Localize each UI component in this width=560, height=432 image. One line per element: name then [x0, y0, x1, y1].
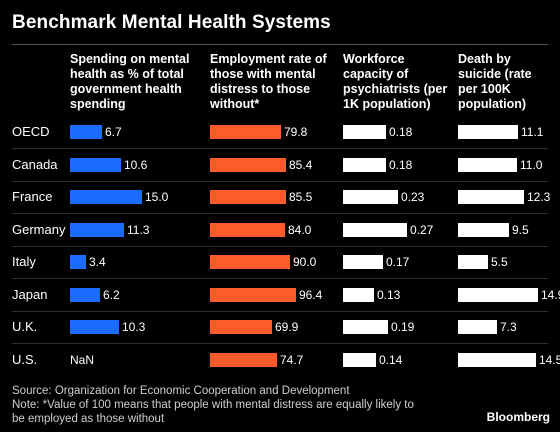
row-label: Japan [12, 286, 48, 302]
employment-value-label: 79.8 [284, 125, 308, 139]
suicide-value-label: 14.5 [539, 352, 560, 367]
workforce-value-label: 0.27 [410, 222, 434, 237]
suicide-value-label: 12.3 [527, 190, 551, 204]
workforce-value-label: 0.19 [391, 320, 415, 334]
suicide-bar [458, 125, 518, 139]
suicide-bar [458, 287, 538, 302]
suicide-bar [458, 157, 517, 172]
employment-value-label: 84.0 [288, 222, 312, 237]
workforce-bar [343, 255, 383, 269]
row-label: Canada [12, 156, 58, 172]
workforce-value-label: 0.14 [379, 352, 403, 367]
workforce-bar [343, 125, 386, 139]
suicide-bar [458, 222, 509, 237]
bloomberg-logo: Bloomberg [486, 410, 550, 424]
row-label: U.S. [12, 351, 38, 367]
employment-bar [210, 125, 281, 139]
row-divider [12, 148, 548, 149]
employment-bar [210, 287, 296, 302]
spending-bar [70, 320, 119, 334]
spending-value-label: 15.0 [145, 190, 169, 204]
employment-value-label: 74.7 [280, 352, 304, 367]
row-label: OECD [12, 124, 50, 139]
row-divider [12, 310, 548, 312]
footnote-line-2: be employed as those without [12, 413, 165, 425]
workforce-value-label: 0.23 [401, 190, 425, 204]
row-label: France [12, 189, 53, 204]
suicide-bar [458, 255, 488, 269]
row-divider [12, 213, 548, 214]
column-header-suicide: Death by suicide (rate per 100K populati… [458, 52, 532, 111]
workforce-value-label: 0.13 [377, 287, 401, 302]
workforce-bar [343, 287, 374, 302]
title-divider [12, 44, 548, 45]
spending-bar [70, 287, 100, 302]
employment-bar [210, 222, 285, 237]
suicide-bar [458, 352, 536, 367]
source-note: Source: Organization for Economic Cooper… [12, 385, 350, 397]
workforce-bar [343, 320, 388, 334]
employment-bar [210, 352, 277, 367]
employment-value-label: 85.5 [289, 190, 313, 204]
employment-value-label: 90.0 [293, 255, 317, 269]
suicide-value-label: 7.3 [500, 320, 517, 334]
spending-value-label: 6.2 [103, 287, 120, 302]
spending-bar [70, 125, 102, 139]
spending-bar [70, 157, 121, 172]
spending-value-label: 10.3 [122, 320, 146, 334]
chart-title: Benchmark Mental Health Systems [12, 12, 331, 33]
column-header-employment: Employment rate of those with mental dis… [210, 52, 327, 111]
spending-value-label: 10.6 [124, 157, 148, 172]
spending-value-label: 3.4 [89, 255, 106, 269]
workforce-value-label: 0.17 [386, 255, 410, 269]
suicide-value-label: 11.0 [520, 157, 543, 172]
spending-value-label: 6.7 [105, 125, 122, 139]
suicide-value-label: 9.5 [512, 222, 529, 237]
employment-bar [210, 320, 272, 334]
suicide-value-label: 5.5 [491, 255, 508, 269]
row-label: Germany [12, 221, 66, 237]
footnote-line-1: Note: *Value of 100 means that people wi… [12, 399, 414, 411]
row-divider [12, 343, 548, 344]
row-label: Italy [12, 254, 36, 269]
row-divider [12, 180, 548, 182]
suicide-bar [458, 320, 497, 334]
column-header-spending: Spending on mental health as % of total … [70, 52, 190, 111]
suicide-value-label: 14.9 [541, 287, 560, 302]
workforce-value-label: 0.18 [389, 125, 413, 139]
workforce-bar [343, 157, 386, 172]
spending-value-label: NaN [70, 352, 95, 367]
spending-value-label: 11.3 [127, 222, 150, 237]
column-header-workforce: Workforce capacity of psychiatrists (per… [343, 52, 448, 111]
workforce-bar [343, 352, 376, 367]
row-divider [12, 245, 548, 247]
workforce-value-label: 0.18 [389, 157, 413, 172]
employment-bar [210, 190, 286, 204]
suicide-value-label: 11.1 [521, 125, 544, 139]
workforce-bar [343, 222, 407, 237]
employment-bar [210, 157, 286, 172]
spending-bar [70, 190, 142, 204]
employment-value-label: 96.4 [299, 287, 323, 302]
employment-bar [210, 255, 290, 269]
suicide-bar [458, 190, 524, 204]
workforce-bar [343, 190, 398, 204]
row-label: U.K. [12, 319, 38, 334]
row-divider [12, 278, 548, 279]
employment-value-label: 85.4 [289, 157, 313, 172]
spending-bar [70, 255, 86, 269]
employment-value-label: 69.9 [275, 320, 299, 334]
spending-bar [70, 222, 124, 237]
